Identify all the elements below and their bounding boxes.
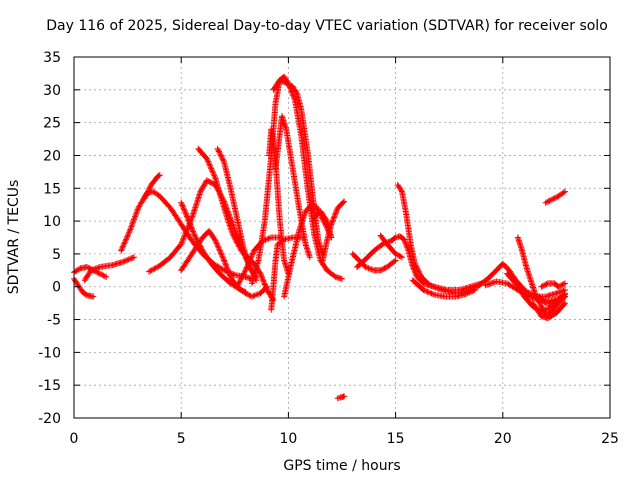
marker-path [334, 393, 348, 402]
series-arc5 [141, 172, 163, 202]
axes: 0 5 10 15 20 25 -20 -15 -10 -5 0 5 10 15 20 25 30 35 [38, 50, 619, 447]
marker-path [514, 234, 568, 318]
chart-title: Day 116 of 2025, Sidereal Day-to-day VTE… [46, 18, 608, 34]
series-arc23 [377, 232, 405, 261]
x-tick-label: 0 [70, 431, 79, 447]
marker-path [377, 232, 405, 261]
x-tick-label: 25 [601, 431, 619, 447]
series-arc20 [334, 393, 348, 402]
marker-path [268, 234, 307, 313]
y-tick-label: -20 [38, 411, 61, 427]
marker-path [266, 126, 292, 277]
y-axis-label: SDTVAR / TECUs [6, 180, 22, 295]
series-arc30 [536, 293, 568, 307]
y-tick-label: 35 [43, 50, 61, 66]
y-tick-label: 20 [43, 148, 61, 164]
y-tick-label: 30 [43, 83, 61, 99]
plot-frame [73, 56, 611, 419]
x-tick-label: 10 [279, 431, 297, 447]
marker-path [178, 227, 270, 300]
marker-path [141, 172, 163, 202]
x-tick-label: 20 [494, 431, 512, 447]
marker-path [81, 254, 137, 284]
series-arc32 [542, 188, 568, 206]
series-arc2 [71, 275, 97, 300]
y-tick-label: 0 [52, 280, 61, 296]
marker-path [214, 145, 260, 280]
series-arc14 [266, 126, 292, 277]
series-arc28 [514, 234, 568, 318]
y-tick-label: -15 [38, 378, 61, 394]
marker-path [71, 275, 97, 300]
y-tick-label: -10 [38, 345, 61, 361]
series-arc15 [268, 234, 307, 313]
marker-path [233, 234, 283, 290]
series-arc25 [409, 277, 478, 300]
series-arc3 [81, 254, 137, 284]
y-tick-label: 10 [43, 214, 61, 230]
marker-path [538, 280, 568, 290]
marker-path [409, 277, 478, 300]
marker-path [319, 198, 348, 264]
series-arc10 [214, 145, 260, 280]
x-tick-label: 5 [177, 431, 186, 447]
marker-path [311, 208, 335, 241]
marker-path [536, 293, 568, 307]
y-tick-label: -5 [47, 313, 61, 329]
series-arc16 [233, 234, 283, 290]
marker-path [529, 300, 568, 322]
series-arc31 [538, 280, 568, 290]
series-arc12 [270, 77, 326, 257]
x-axis-label: GPS time / hours [283, 458, 400, 474]
grid [74, 57, 610, 418]
series-arc18 [319, 198, 348, 264]
marker-path [542, 188, 568, 206]
y-tick-label: 5 [52, 247, 61, 263]
series-arc29 [529, 300, 568, 322]
series-arc19 [311, 208, 335, 241]
series-arc8 [178, 227, 270, 300]
x-tick-label: 15 [387, 431, 405, 447]
data-marks [71, 73, 568, 402]
marker-path [270, 77, 326, 257]
y-tick-label: 15 [43, 181, 61, 197]
y-tick-label: 25 [43, 116, 61, 132]
